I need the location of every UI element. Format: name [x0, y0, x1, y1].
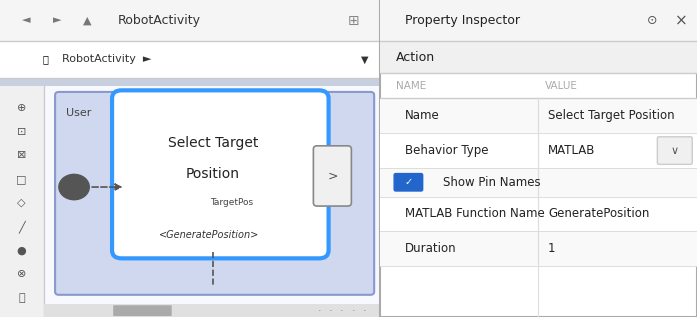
Text: ·: ·	[363, 306, 367, 316]
Text: Show Pin Names: Show Pin Names	[443, 176, 541, 189]
Text: ╱: ╱	[18, 220, 25, 233]
Text: 1: 1	[548, 242, 556, 256]
Text: RobotActivity  ►: RobotActivity ►	[61, 55, 151, 64]
Text: ▼: ▼	[361, 55, 369, 64]
Text: Select Target Position: Select Target Position	[548, 109, 675, 122]
Text: Position: Position	[185, 167, 240, 181]
Text: MATLAB: MATLAB	[548, 144, 595, 157]
Text: 🗂: 🗂	[18, 293, 25, 303]
FancyBboxPatch shape	[0, 0, 380, 317]
Text: ⊙: ⊙	[648, 14, 658, 27]
Text: ◄: ◄	[22, 16, 31, 26]
Text: ◇: ◇	[17, 198, 26, 208]
Text: NAME: NAME	[396, 81, 426, 91]
FancyBboxPatch shape	[380, 98, 697, 133]
FancyBboxPatch shape	[0, 0, 380, 41]
Text: >: >	[327, 169, 337, 183]
Text: Select Target: Select Target	[167, 136, 258, 150]
Text: MATLAB Function Name: MATLAB Function Name	[405, 207, 545, 221]
Text: Name: Name	[405, 109, 440, 122]
FancyBboxPatch shape	[0, 78, 380, 86]
Text: ⊞: ⊞	[348, 14, 359, 28]
Text: ●: ●	[17, 245, 26, 256]
FancyBboxPatch shape	[380, 133, 697, 168]
Text: Duration: Duration	[405, 242, 457, 256]
FancyBboxPatch shape	[0, 86, 44, 317]
FancyBboxPatch shape	[314, 146, 351, 206]
FancyBboxPatch shape	[112, 90, 328, 258]
FancyBboxPatch shape	[380, 0, 697, 317]
Text: ✓: ✓	[404, 177, 413, 187]
FancyBboxPatch shape	[55, 92, 374, 295]
Text: Property Inspector: Property Inspector	[405, 14, 520, 27]
FancyBboxPatch shape	[380, 231, 697, 266]
FancyBboxPatch shape	[394, 173, 422, 191]
FancyBboxPatch shape	[0, 41, 380, 78]
Text: ⊕: ⊕	[17, 103, 26, 113]
Text: ►: ►	[53, 16, 61, 26]
Circle shape	[59, 174, 89, 200]
Text: ∨: ∨	[671, 146, 679, 156]
Text: TargetPos: TargetPos	[210, 198, 253, 207]
Text: ▲: ▲	[83, 16, 91, 26]
Text: ×: ×	[675, 13, 687, 28]
Text: ⊠: ⊠	[17, 150, 26, 160]
FancyBboxPatch shape	[657, 137, 692, 164]
FancyBboxPatch shape	[380, 168, 697, 197]
Text: 🔷: 🔷	[43, 55, 49, 64]
FancyBboxPatch shape	[44, 86, 380, 317]
Text: ·: ·	[317, 306, 321, 316]
Text: ⊡: ⊡	[17, 126, 26, 137]
FancyBboxPatch shape	[113, 305, 171, 316]
Text: ·: ·	[329, 306, 332, 316]
Text: □: □	[17, 174, 27, 184]
Text: RobotActivity: RobotActivity	[118, 14, 201, 27]
Text: VALUE: VALUE	[545, 81, 578, 91]
FancyBboxPatch shape	[380, 197, 697, 231]
Text: ·: ·	[340, 306, 344, 316]
Text: ⊗: ⊗	[17, 269, 26, 279]
Text: Behavior Type: Behavior Type	[405, 144, 489, 157]
Text: ·: ·	[351, 306, 355, 316]
Text: User: User	[66, 108, 92, 118]
Text: Action: Action	[396, 50, 435, 64]
FancyBboxPatch shape	[380, 0, 697, 41]
Text: <GeneratePosition>: <GeneratePosition>	[159, 230, 259, 240]
Text: GeneratePosition: GeneratePosition	[548, 207, 650, 221]
FancyBboxPatch shape	[44, 304, 380, 317]
FancyBboxPatch shape	[380, 41, 697, 73]
